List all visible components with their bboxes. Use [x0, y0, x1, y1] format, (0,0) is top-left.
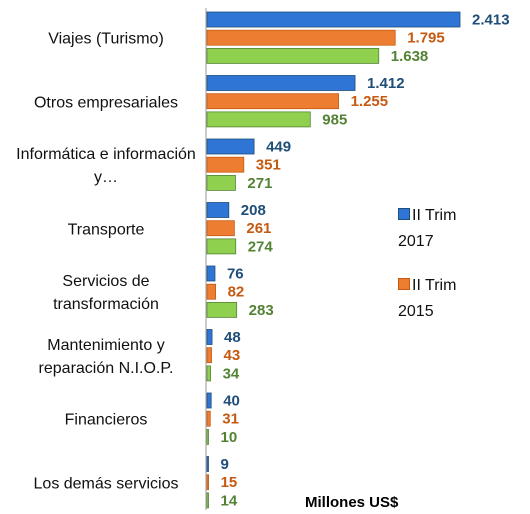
bar	[206, 111, 311, 128]
axis-annotation: Millones US$	[305, 494, 399, 511]
category-label: Informática e información y…	[16, 146, 196, 186]
category-label: Mantenimiento y reparación N.I.O.P.	[38, 336, 174, 377]
bar	[206, 456, 209, 472]
value-label: 10	[221, 429, 238, 446]
bar	[206, 365, 211, 382]
bar	[206, 301, 238, 318]
value-label: 1.795	[407, 30, 445, 47]
bar	[206, 410, 211, 427]
value-label: 283	[249, 302, 274, 319]
category-label: Servicios de transformación	[53, 273, 159, 313]
bar	[206, 347, 212, 364]
value-label: 449	[266, 138, 291, 155]
bar	[206, 48, 380, 64]
value-label: 43	[224, 347, 241, 364]
value-label: 2.413	[472, 11, 510, 28]
value-label: 1.255	[351, 93, 389, 110]
category-label: Los demás servicios	[33, 475, 179, 492]
value-label: 82	[228, 284, 245, 301]
legend-label: II Trim 2015	[398, 277, 457, 320]
bar	[206, 238, 237, 255]
value-label: 9	[221, 456, 229, 473]
value-label: 48	[224, 329, 241, 346]
legend-entry: II Trim 2015	[398, 273, 478, 325]
bar	[206, 138, 255, 155]
value-label: 34	[223, 365, 240, 382]
bar	[206, 156, 245, 173]
value-label: 15	[221, 474, 238, 491]
value-label: 76	[227, 265, 244, 282]
value-label: 40	[223, 392, 240, 409]
value-label: 1.638	[391, 48, 429, 65]
bar	[206, 283, 216, 300]
category-label: Otros empresariales	[33, 94, 179, 111]
bar	[206, 428, 209, 445]
value-label: 261	[246, 220, 271, 237]
value-label: 14	[221, 492, 238, 509]
bar	[206, 75, 356, 91]
category-label: Financieros	[64, 411, 148, 429]
bar	[206, 29, 396, 46]
legend-swatch	[398, 278, 410, 290]
value-label: 985	[322, 111, 347, 128]
value-label: 31	[222, 411, 239, 428]
legend-label: II Trim 2017	[398, 207, 457, 250]
value-label: 274	[248, 238, 274, 255]
value-label: 208	[241, 202, 266, 219]
value-label: 351	[256, 157, 281, 174]
bar	[206, 93, 339, 110]
bar	[206, 492, 209, 509]
value-label: 271	[247, 175, 272, 192]
legend-swatch	[398, 208, 410, 220]
category-label: Transporte	[67, 221, 145, 238]
bar	[206, 474, 209, 491]
bar	[206, 329, 213, 345]
bar	[206, 265, 216, 282]
bar	[206, 220, 235, 237]
bar	[206, 202, 230, 218]
bar	[206, 11, 461, 28]
bar	[206, 174, 236, 191]
bar	[206, 392, 212, 409]
legend-entry: II Trim 2017	[398, 203, 478, 255]
value-label: 1.412	[367, 75, 405, 92]
category-label: Viajes (Turismo)	[48, 30, 164, 48]
